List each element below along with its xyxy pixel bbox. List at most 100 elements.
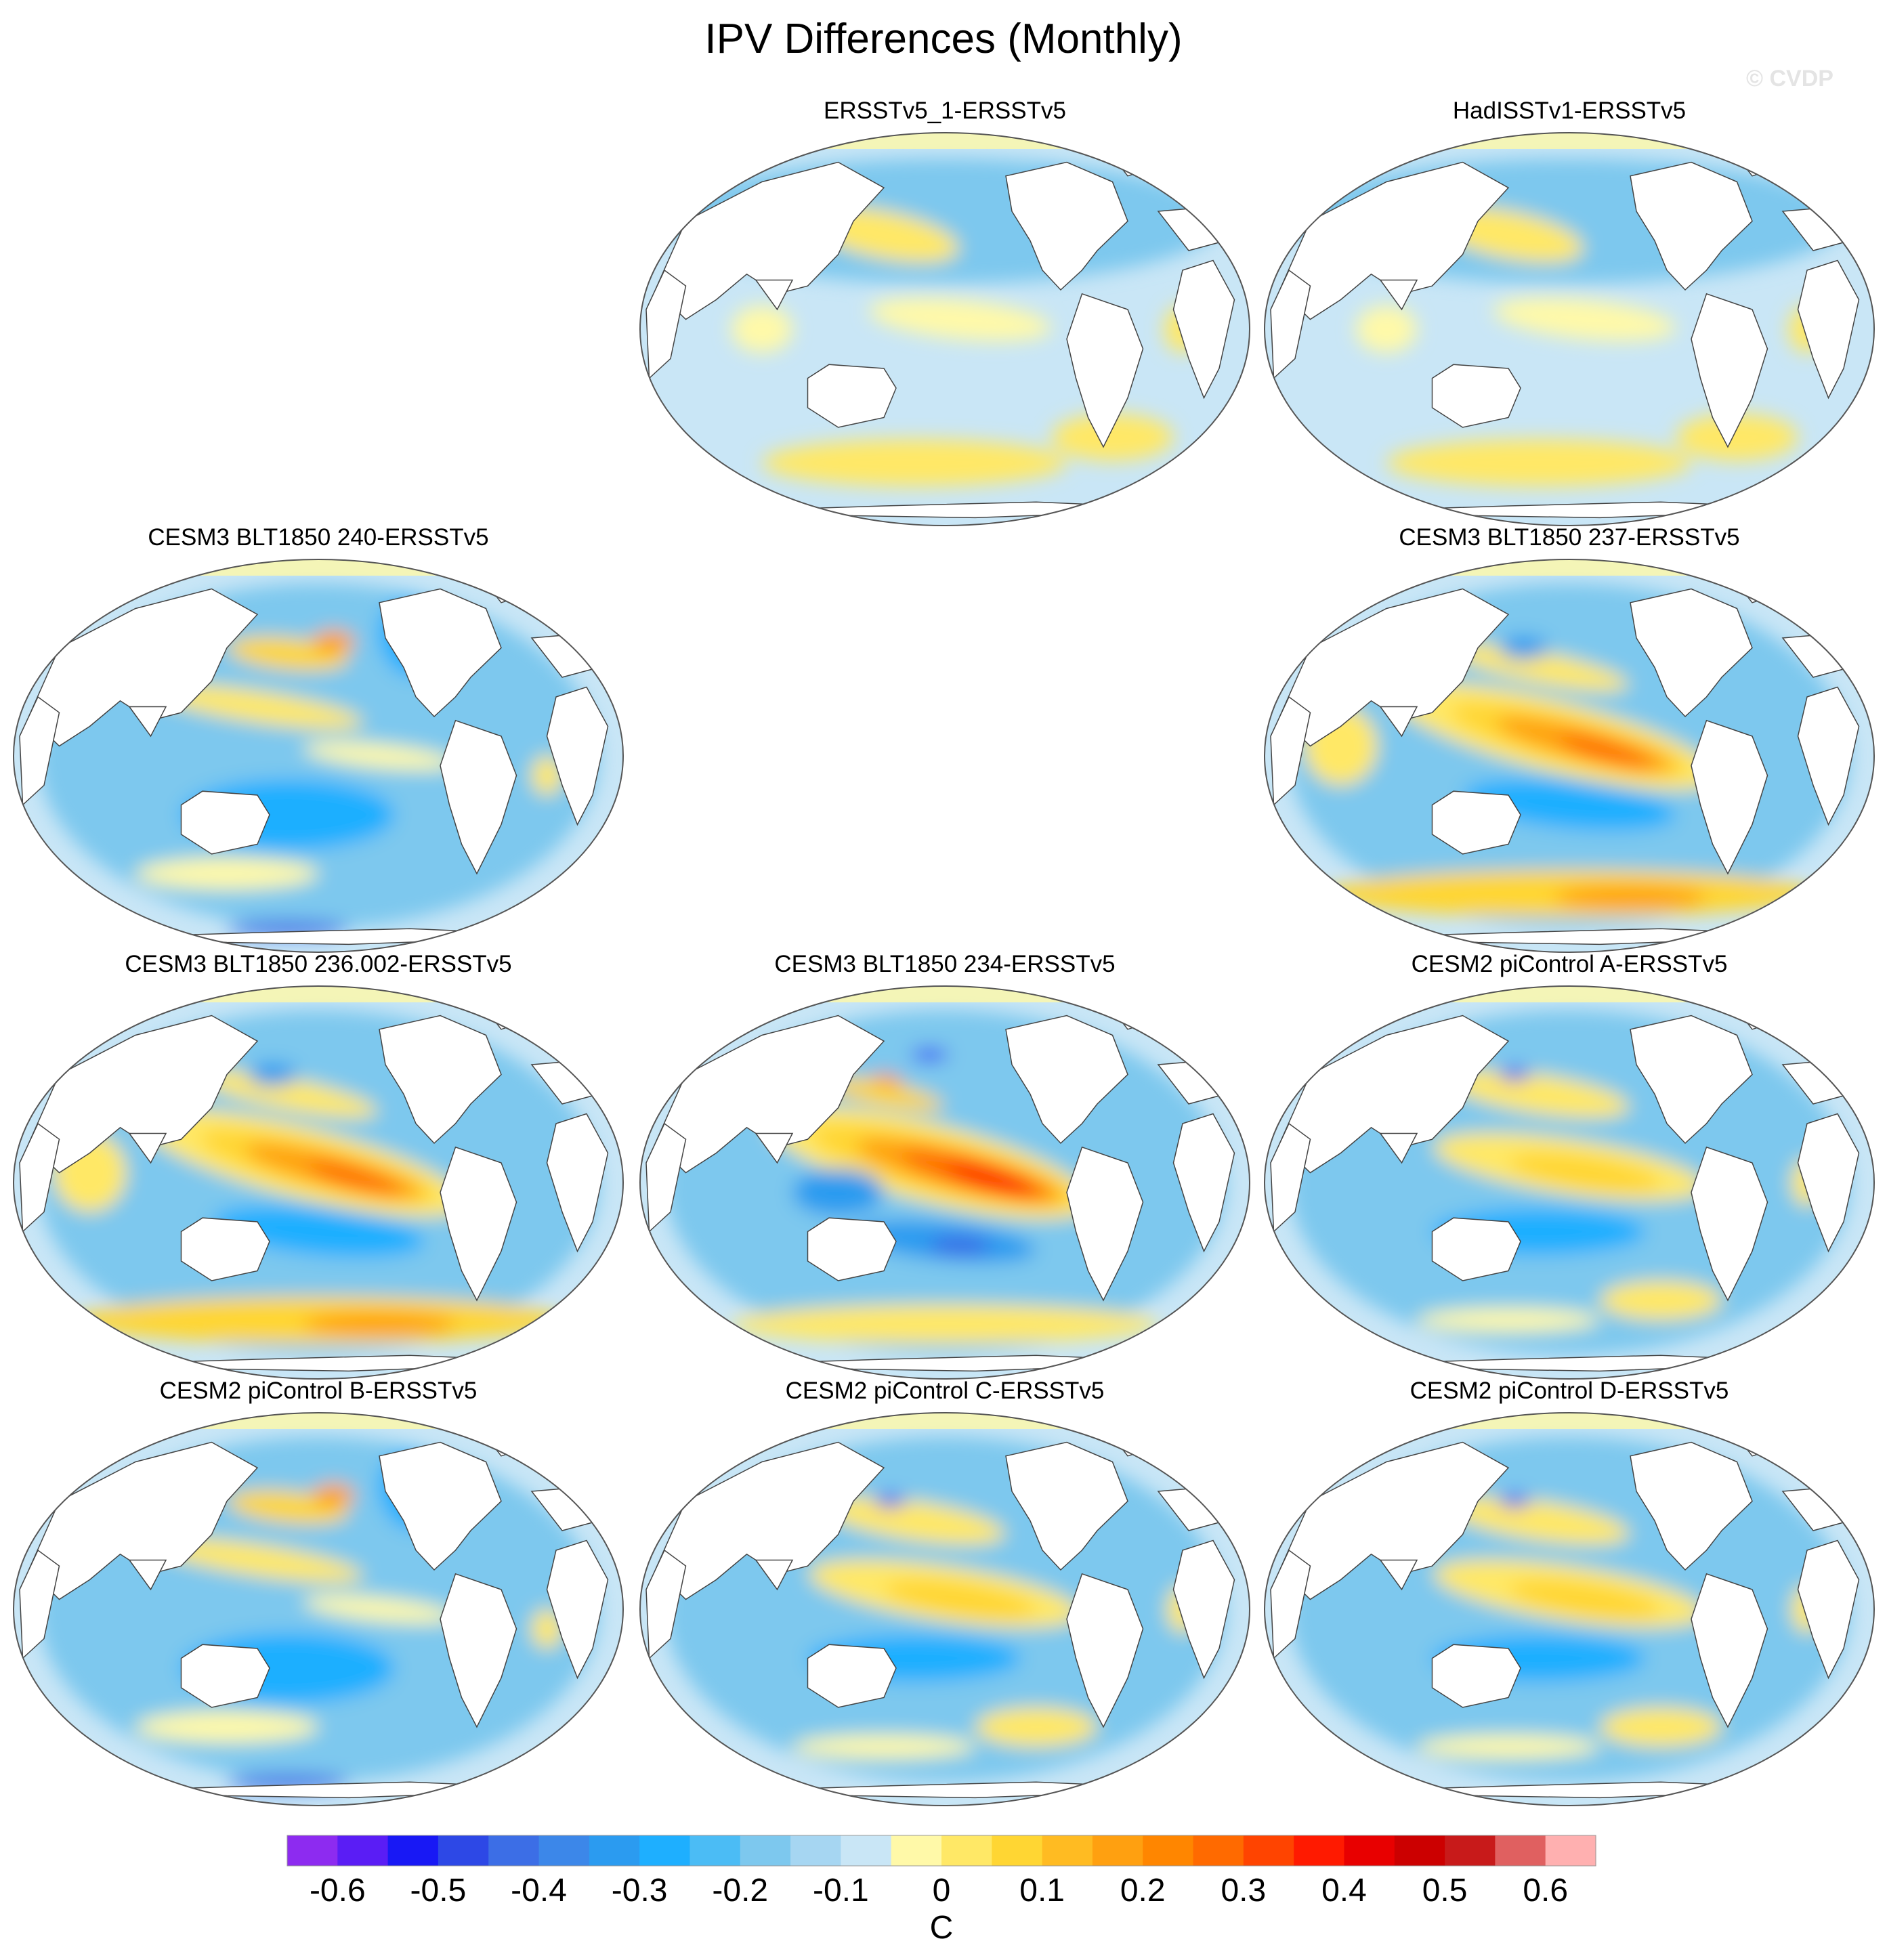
land-mass xyxy=(180,1644,270,1708)
colorbar-swatch xyxy=(1445,1835,1496,1866)
land-mass xyxy=(1630,1015,1753,1145)
colorbar-tick-label: 0.4 xyxy=(1321,1873,1367,1909)
arctic-band xyxy=(1265,1413,1874,1429)
anomaly-region xyxy=(869,297,1051,341)
land-mass xyxy=(1630,161,1753,291)
land-mass xyxy=(1691,719,1768,875)
panel-title: CESM2 piControl D-ERSSTv5 xyxy=(1409,1378,1729,1404)
colorbar-swatch xyxy=(438,1835,489,1866)
anomaly-region xyxy=(929,1235,991,1256)
panel-title: HadISSTv1-ERSSTv5 xyxy=(1452,98,1687,124)
land-mass xyxy=(1172,1113,1235,1253)
arctic-band xyxy=(1265,133,1874,149)
colorbar-swatch xyxy=(1344,1835,1395,1866)
anomaly-region xyxy=(135,857,318,890)
arctic-band xyxy=(14,1413,623,1429)
land-mass xyxy=(654,1441,885,1600)
land-mass xyxy=(19,1122,60,1233)
anomaly-region xyxy=(1559,734,1653,769)
sst-field xyxy=(14,1413,623,1806)
map-panel: CESM3 BLT1850 240-ERSSTv5 xyxy=(10,523,627,956)
anomaly-region xyxy=(135,1711,318,1743)
land-mass xyxy=(654,161,885,320)
land-mass xyxy=(28,1015,259,1174)
land-mass xyxy=(546,1539,609,1680)
colorbar-tick-label: 0 xyxy=(933,1873,951,1909)
land-mass xyxy=(1431,1217,1521,1281)
land-mass xyxy=(1279,1441,1510,1600)
anomaly-region xyxy=(732,1304,1158,1344)
land-mass xyxy=(1379,1559,1418,1591)
land-mass xyxy=(1270,1122,1311,1233)
land-mass xyxy=(1270,1549,1311,1660)
colorbar-swatch xyxy=(538,1835,590,1866)
land-mass xyxy=(755,1559,794,1591)
map-outline xyxy=(13,1412,624,1806)
land-mass xyxy=(645,1549,687,1660)
land-mass xyxy=(180,1217,270,1281)
anomaly-region xyxy=(824,1077,944,1111)
world-map xyxy=(639,1412,1250,1806)
land-mass xyxy=(1066,293,1144,448)
land-mass xyxy=(807,1644,897,1708)
colorbar-swatch xyxy=(639,1835,691,1866)
panel-title: CESM2 piControl C-ERSSTv5 xyxy=(785,1378,1105,1404)
colorbar-unit: C xyxy=(930,1910,954,1946)
world-map xyxy=(13,985,624,1380)
sst-field xyxy=(1265,1413,1874,1806)
anomaly-region xyxy=(1499,1495,1530,1508)
land-mass xyxy=(1797,259,1860,400)
colorbar-tick-label: -0.4 xyxy=(511,1873,567,1909)
anomaly-region xyxy=(1499,1068,1530,1081)
anomaly-region xyxy=(1448,1497,1630,1545)
anomaly-region xyxy=(1417,1734,1600,1759)
land-mass xyxy=(180,790,270,855)
world-map xyxy=(1264,559,1875,953)
colorbar-swatch xyxy=(1042,1835,1093,1866)
anomaly-region xyxy=(1600,1707,1722,1747)
world-map xyxy=(1264,132,1875,526)
colorbar-swatch xyxy=(1092,1835,1143,1866)
land-mass xyxy=(1172,1539,1235,1680)
anomaly-region xyxy=(312,1483,355,1508)
land-mass xyxy=(1379,706,1418,738)
world-map xyxy=(13,1412,624,1806)
land-mass xyxy=(1279,1015,1510,1174)
land-mass xyxy=(755,279,794,311)
colorbar-tick-label: -0.3 xyxy=(612,1873,668,1909)
colorbar-tick-label: 0.3 xyxy=(1221,1873,1266,1909)
land-mass xyxy=(19,1549,60,1660)
map-panel: CESM2 piControl A-ERSSTv5 xyxy=(1261,950,1878,1383)
colorbar: -0.6 -0.5 -0.4 -0.3 -0.2 -0.1 0 0.1 0.2 0.3 0.4 0.5… xyxy=(287,1835,1596,1946)
colorbar-swatch xyxy=(1143,1835,1194,1866)
colorbar-swatch xyxy=(1193,1835,1244,1866)
land-mass xyxy=(807,1217,897,1281)
world-map xyxy=(1264,1412,1875,1806)
land-mass xyxy=(1379,1132,1418,1164)
anomaly-region xyxy=(1386,439,1691,486)
anomaly-region xyxy=(152,1537,363,1583)
map-outline xyxy=(639,985,1250,1380)
land-mass xyxy=(1066,1146,1144,1302)
colorbar-tick-label: 0.2 xyxy=(1120,1873,1166,1909)
land-mass xyxy=(1431,790,1521,855)
anomaly-region xyxy=(732,305,792,353)
land-mass xyxy=(1797,686,1860,826)
land-mass xyxy=(1379,279,1418,311)
anomaly-region xyxy=(1448,1070,1630,1118)
anomaly-region xyxy=(792,1168,884,1216)
colorbar-swatch xyxy=(891,1835,942,1866)
panel-title: CESM3 BLT1850 237-ERSSTv5 xyxy=(1399,524,1740,551)
sst-field xyxy=(1265,133,1874,526)
anomaly-region xyxy=(946,1162,1035,1195)
colorbar-swatch xyxy=(1394,1835,1445,1866)
colorbar-swatch xyxy=(1294,1835,1345,1866)
world-map xyxy=(13,559,624,953)
colorbar-swatch xyxy=(941,1835,992,1866)
land-mass xyxy=(1279,161,1510,320)
map-outline xyxy=(639,132,1250,526)
sst-field xyxy=(14,986,623,1379)
sst-field xyxy=(14,559,623,952)
anomaly-region xyxy=(762,439,1067,486)
land-mass xyxy=(379,1015,502,1145)
